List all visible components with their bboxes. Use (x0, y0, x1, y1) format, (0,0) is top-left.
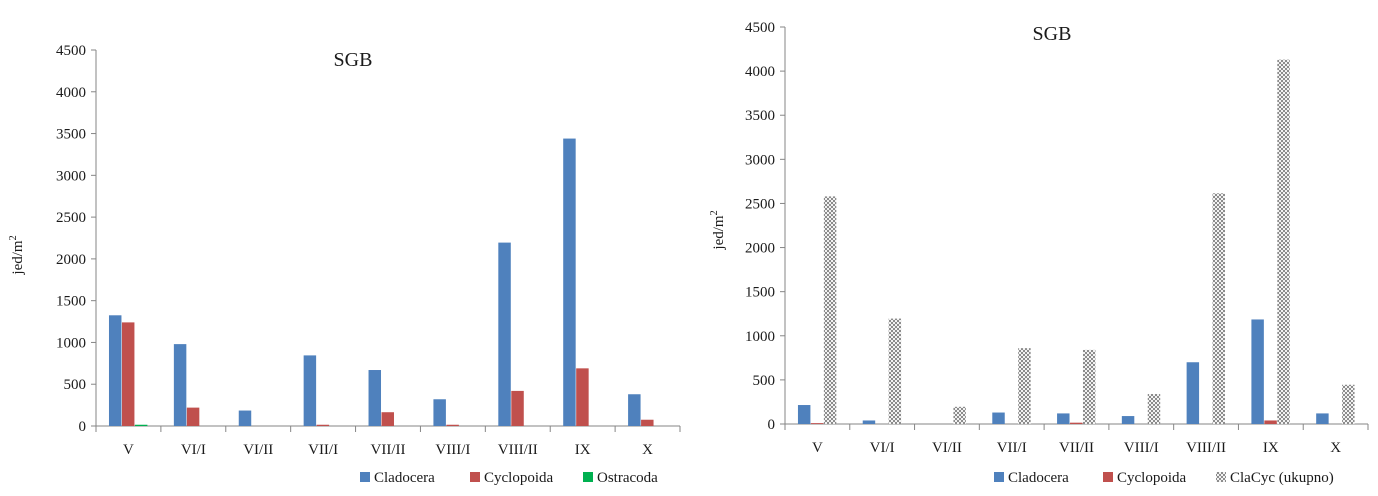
legend-swatch (583, 472, 593, 482)
y-tick-label: 3000 (56, 168, 86, 184)
x-tick-label: VII/II (371, 442, 406, 458)
y-tick-label: 4000 (56, 85, 86, 101)
bar-cladocera-x (1316, 413, 1329, 424)
y-tick-label: 1000 (56, 335, 86, 351)
x-tick-label: VIII/I (435, 442, 470, 458)
bar-cyclopoida-vii-ii (381, 412, 394, 426)
legend-label: Cladocera (1008, 470, 1069, 486)
bar-cyclopoida-ix (576, 368, 589, 426)
y-tick-label: 3000 (745, 152, 775, 168)
legend-swatch (470, 472, 480, 482)
legend-swatch (360, 472, 370, 482)
y-axis-label: jed/m2 (709, 210, 727, 250)
x-tick-label: X (642, 442, 653, 458)
bar-clacyc-ukupno-vii-ii (1082, 349, 1096, 424)
y-tick-label: 500 (64, 377, 87, 393)
y-tick-label: 1500 (745, 285, 775, 301)
y-tick-label: 2000 (745, 241, 775, 257)
bar-clacyc-ukupno-x (1342, 384, 1355, 424)
bar-cladocera-viii-i (1121, 416, 1135, 424)
bar-cladocera-viii-i (433, 399, 446, 426)
x-tick-label: V (123, 442, 134, 458)
chart-title: SGB (1033, 23, 1072, 45)
y-tick-label: 4000 (745, 64, 775, 80)
bar-cyclopoida-vii-ii (1070, 422, 1083, 424)
bar-clacyc-ukupno-vi-i (888, 318, 902, 424)
bar-clacyc-ukupno-viii-ii (1212, 193, 1225, 424)
bar-cladocera-v (108, 315, 122, 426)
y-tick-label: 3500 (745, 108, 775, 124)
y-tick-label: 2500 (745, 196, 775, 212)
legend-swatch (994, 472, 1004, 482)
legend-swatch (1103, 472, 1113, 482)
bar-cladocera-vi-i (862, 420, 876, 424)
bar-cladocera-v (797, 405, 811, 424)
x-tick-label: IX (575, 442, 591, 458)
x-tick-label: VIII/II (498, 442, 538, 458)
chart-right: 0 500 1000 1500 2000 2500 3000 3500 4000 4500 V VI/… (689, 0, 1378, 491)
x-tick-label: VI/I (181, 442, 206, 458)
bar-cladocera-vii-ii (1057, 413, 1070, 424)
x-tick-label: V (812, 440, 823, 456)
y-tick-label: 0 (768, 417, 776, 433)
bar-clacyc-ukupno-viii-i (1147, 394, 1161, 424)
bar-clacyc-ukupno-v (823, 196, 837, 424)
legend-label: ClaCyc (ukupno) (1230, 470, 1334, 486)
x-tick-label: X (1330, 440, 1341, 456)
bar-cladocera-viii-ii (1186, 362, 1200, 424)
bar-cyclopoida-vii-i (316, 424, 330, 426)
y-tick-label: 2500 (56, 210, 86, 226)
x-tick-label: VII/II (1059, 440, 1094, 456)
bar-cyclopoida-vi-i (186, 407, 200, 426)
legend-label: Cyclopoida (1117, 470, 1186, 486)
y-tick-label: 0 (79, 419, 87, 435)
y-tick-label: 2000 (56, 252, 86, 268)
bar-cyclopoida-ix (1264, 420, 1277, 424)
x-tick-label: VI/II (243, 442, 273, 458)
x-tick-label: VII/I (308, 442, 338, 458)
y-tick-label: 3500 (56, 127, 86, 143)
bar-cladocera-vii-ii (368, 370, 382, 426)
y-tick-label: 500 (753, 373, 776, 389)
x-tick-label: IX (1263, 440, 1279, 456)
chart-left-svg: 0 500 1000 1500 2000 2500 3000 3500 4000 4500 V VI/… (8, 43, 681, 486)
legend-swatch (1216, 472, 1226, 482)
y-tick-label: 4500 (745, 20, 775, 36)
x-tick-label: VII/I (997, 440, 1027, 456)
bar-cladocera-vii-i (992, 412, 1005, 424)
y-tick-label: 1000 (745, 329, 775, 345)
bar-cyclopoida-viii-ii (511, 390, 524, 426)
bar-cladocera-ix (563, 138, 576, 426)
chart-right-svg: 0 500 1000 1500 2000 2500 3000 3500 4000 4500 V VI/… (709, 20, 1369, 486)
bar-cladocera-viii-ii (498, 242, 511, 426)
bar-cyclopoida-x (641, 419, 654, 426)
legend-label: Ostracoda (597, 470, 658, 486)
x-tick-label: VI/II (932, 440, 962, 456)
bar-cyclopoida-v (810, 423, 824, 424)
y-axis-label: jed/m2 (8, 235, 26, 275)
bar-cyclopoida-viii-i (446, 424, 459, 426)
x-tick-label: VIII/II (1186, 440, 1226, 456)
legend-label: Cladocera (374, 470, 435, 486)
x-tick-label: VIII/I (1124, 440, 1159, 456)
chart-title: SGB (334, 49, 373, 71)
bar-cladocera-vi-i (173, 344, 187, 426)
y-tick-label: 1500 (56, 294, 86, 310)
bar-cladocera-vii-i (303, 355, 317, 426)
chart-left: 0 500 1000 1500 2000 2500 3000 3500 4000 4500 V VI/… (0, 0, 689, 491)
x-tick-label: VI/I (870, 440, 895, 456)
bar-clacyc-ukupno-vii-i (1018, 348, 1031, 424)
bar-ostracoda-v (134, 424, 148, 426)
bar-clacyc-ukupno-vi-ii (953, 406, 966, 424)
y-tick-label: 4500 (56, 43, 86, 59)
bar-cyclopoida-v (121, 322, 135, 426)
bar-clacyc-ukupno-ix (1277, 59, 1290, 425)
bar-cladocera-x (628, 394, 641, 426)
bar-cladocera-vi-ii (238, 410, 252, 426)
legend-label: Cyclopoida (484, 470, 553, 486)
bar-cladocera-ix (1251, 319, 1264, 424)
